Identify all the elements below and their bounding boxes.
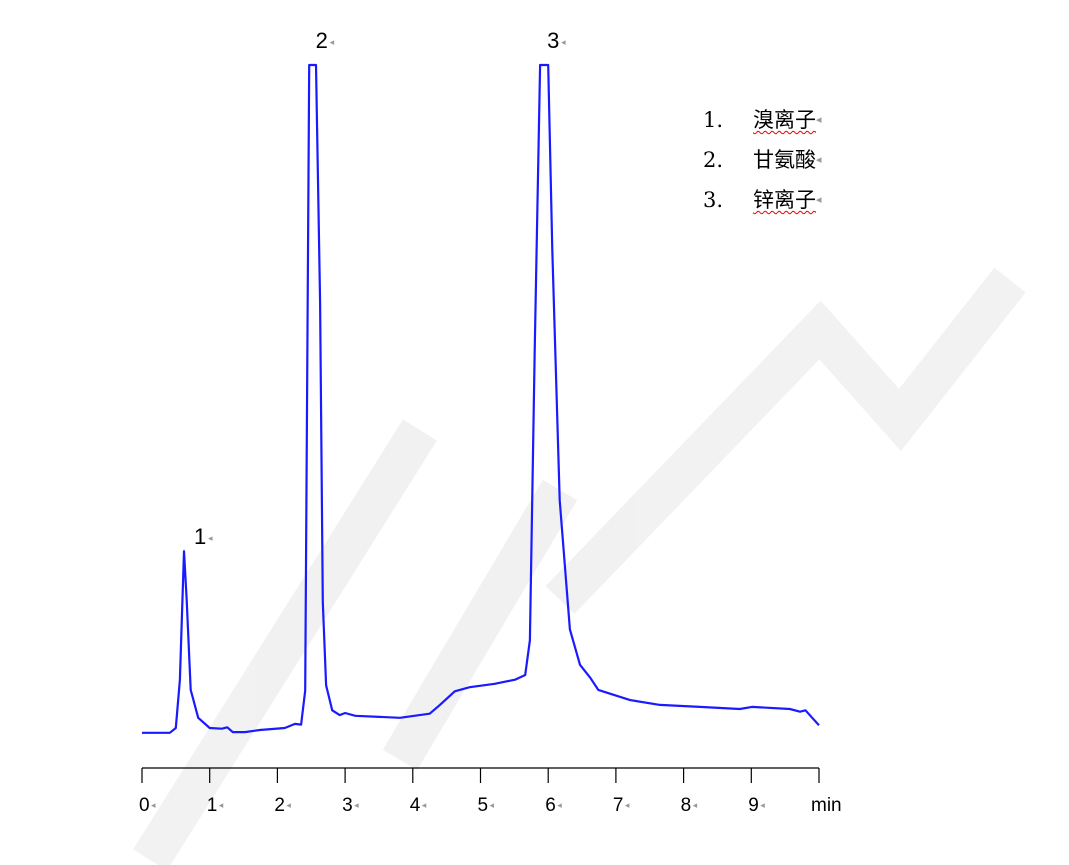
paragraph-mark: ◂ [354,801,359,811]
x-tick-label: 5 [478,795,489,816]
legend-num: 3. [703,188,724,212]
x-tick-label: 3 [342,795,353,816]
legend-name: 溴离子 [753,108,816,132]
legend: 1. 溴离子 ◂ 2. 甘氨酸 ◂ 3. 锌离子 ◂ [703,100,822,220]
legend-name: 锌离子 [753,188,816,212]
legend-entry: 2. 甘氨酸 ◂ [703,140,822,180]
legend-entry: 1. 溴离子 ◂ [703,100,822,140]
x-tick-label: 9 [748,795,759,816]
x-unit-label: min [811,795,842,816]
paragraph-mark: ◂ [557,801,562,811]
chromatogram-trace [142,63,820,734]
x-axis: 0 ◂ 1 ◂ 2 ◂ 3 ◂ 4 ◂ 5 ◂ 6 ◂ 7 ◂ 8 ◂ 9 ◂ min [139,767,842,816]
x-tick-label: 0 [139,795,150,816]
paragraph-mark: ◂ [625,801,630,811]
x-tick-label: 2 [274,795,285,816]
x-tick-label: 8 [681,795,692,816]
paragraph-mark: ◂ [219,801,224,811]
peak-label-3: 3 [547,28,559,53]
paragraph-mark: ◂ [561,38,566,48]
watermark [133,267,1026,865]
x-tick-label: 7 [613,795,624,816]
legend-name: 甘氨酸 [753,148,816,172]
paragraph-mark: ◂ [151,801,156,811]
x-tick-label: 1 [207,795,218,816]
paragraph-mark: ◂ [286,801,291,811]
x-tick-label: 4 [410,795,421,816]
peak-label-1: 1 [194,524,206,549]
legend-num: 2. [703,148,724,172]
peak-label-2: 2 [316,28,328,53]
legend-entry: 3. 锌离子 ◂ [703,180,822,220]
paragraph-mark: ◂ [208,534,213,544]
peak-labels: 1 ◂2 ◂ 3 ◂ [194,28,566,549]
paragraph-mark: ◂ [422,801,427,811]
paragraph-mark: ◂ [490,801,495,811]
paragraph-mark: ◂ [760,801,765,811]
legend-num: 1. [703,108,724,132]
paragraph-mark: ◂ [693,801,698,811]
paragraph-mark: ◂ [330,38,335,48]
x-tick-label: 6 [545,795,556,816]
